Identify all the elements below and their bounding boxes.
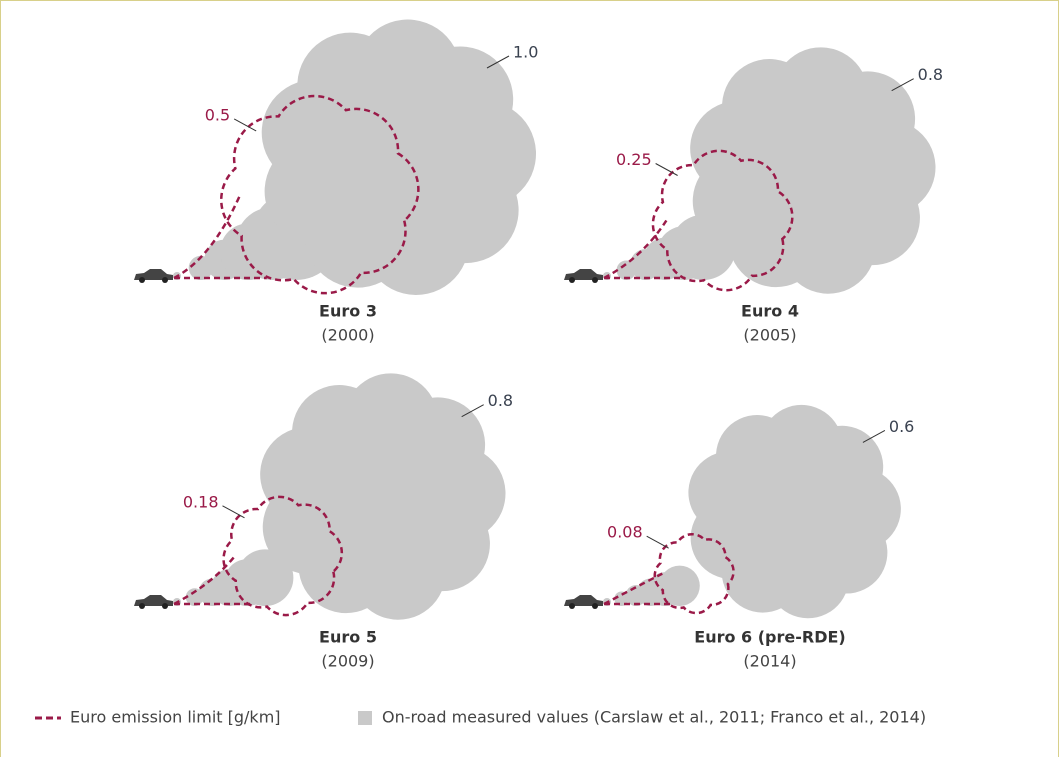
limit-label: 0.25 bbox=[616, 150, 652, 169]
leader bbox=[862, 430, 886, 443]
limit-trail bbox=[603, 572, 673, 606]
legend: Euro emission limit [g/km] On-road measu… bbox=[35, 708, 926, 727]
limit-label: 0.5 bbox=[205, 105, 230, 124]
panel-name: Euro 3 bbox=[319, 302, 377, 321]
limit-trail bbox=[173, 555, 251, 606]
wheel bbox=[162, 277, 168, 283]
leader bbox=[646, 535, 669, 549]
leader bbox=[655, 163, 678, 176]
measured-cloud bbox=[690, 47, 936, 294]
wheel bbox=[139, 603, 145, 609]
wheel bbox=[592, 603, 598, 609]
legend-measured: On-road measured values (Carslaw et al.,… bbox=[382, 708, 926, 727]
wheel bbox=[592, 277, 598, 283]
panel-name: Euro 6 (pre-RDE) bbox=[694, 628, 845, 647]
leader bbox=[891, 78, 914, 92]
wheel bbox=[569, 603, 575, 609]
limit-cloud bbox=[222, 495, 344, 617]
limit-label: 0.18 bbox=[183, 492, 219, 511]
limit-trail bbox=[603, 219, 686, 280]
wheel bbox=[162, 603, 168, 609]
measured-cloud bbox=[260, 373, 506, 620]
panel-year: (2009) bbox=[321, 652, 374, 671]
legend-swatch bbox=[358, 711, 372, 725]
car bbox=[564, 595, 603, 606]
wheel bbox=[139, 277, 145, 283]
limit-cloud bbox=[220, 94, 420, 295]
leader bbox=[461, 404, 484, 418]
car bbox=[134, 269, 173, 280]
puff bbox=[236, 549, 294, 606]
panel-year: (2000) bbox=[321, 326, 374, 345]
measured-label: 0.6 bbox=[889, 417, 914, 436]
limit-label: 0.08 bbox=[607, 523, 643, 542]
measured-cloud bbox=[261, 19, 537, 295]
measured-label: 0.8 bbox=[488, 391, 513, 410]
panel-year: (2005) bbox=[743, 326, 796, 345]
leader bbox=[486, 55, 510, 69]
panel-year: (2014) bbox=[743, 652, 796, 671]
car bbox=[134, 595, 173, 606]
legend-limit: Euro emission limit [g/km] bbox=[70, 708, 281, 727]
panel-name: Euro 5 bbox=[319, 628, 377, 647]
wheel bbox=[569, 277, 575, 283]
measured-label: 1.0 bbox=[513, 43, 538, 62]
leader bbox=[233, 118, 257, 132]
leader bbox=[222, 505, 245, 519]
puff bbox=[659, 565, 700, 606]
measured-cloud bbox=[688, 404, 901, 619]
measured-label: 0.8 bbox=[918, 65, 943, 84]
limit-cloud bbox=[653, 533, 735, 615]
limit-cloud bbox=[651, 149, 794, 292]
limit-trail bbox=[173, 194, 267, 280]
car bbox=[564, 269, 603, 280]
panel-name: Euro 4 bbox=[741, 302, 799, 321]
puff bbox=[614, 591, 629, 606]
